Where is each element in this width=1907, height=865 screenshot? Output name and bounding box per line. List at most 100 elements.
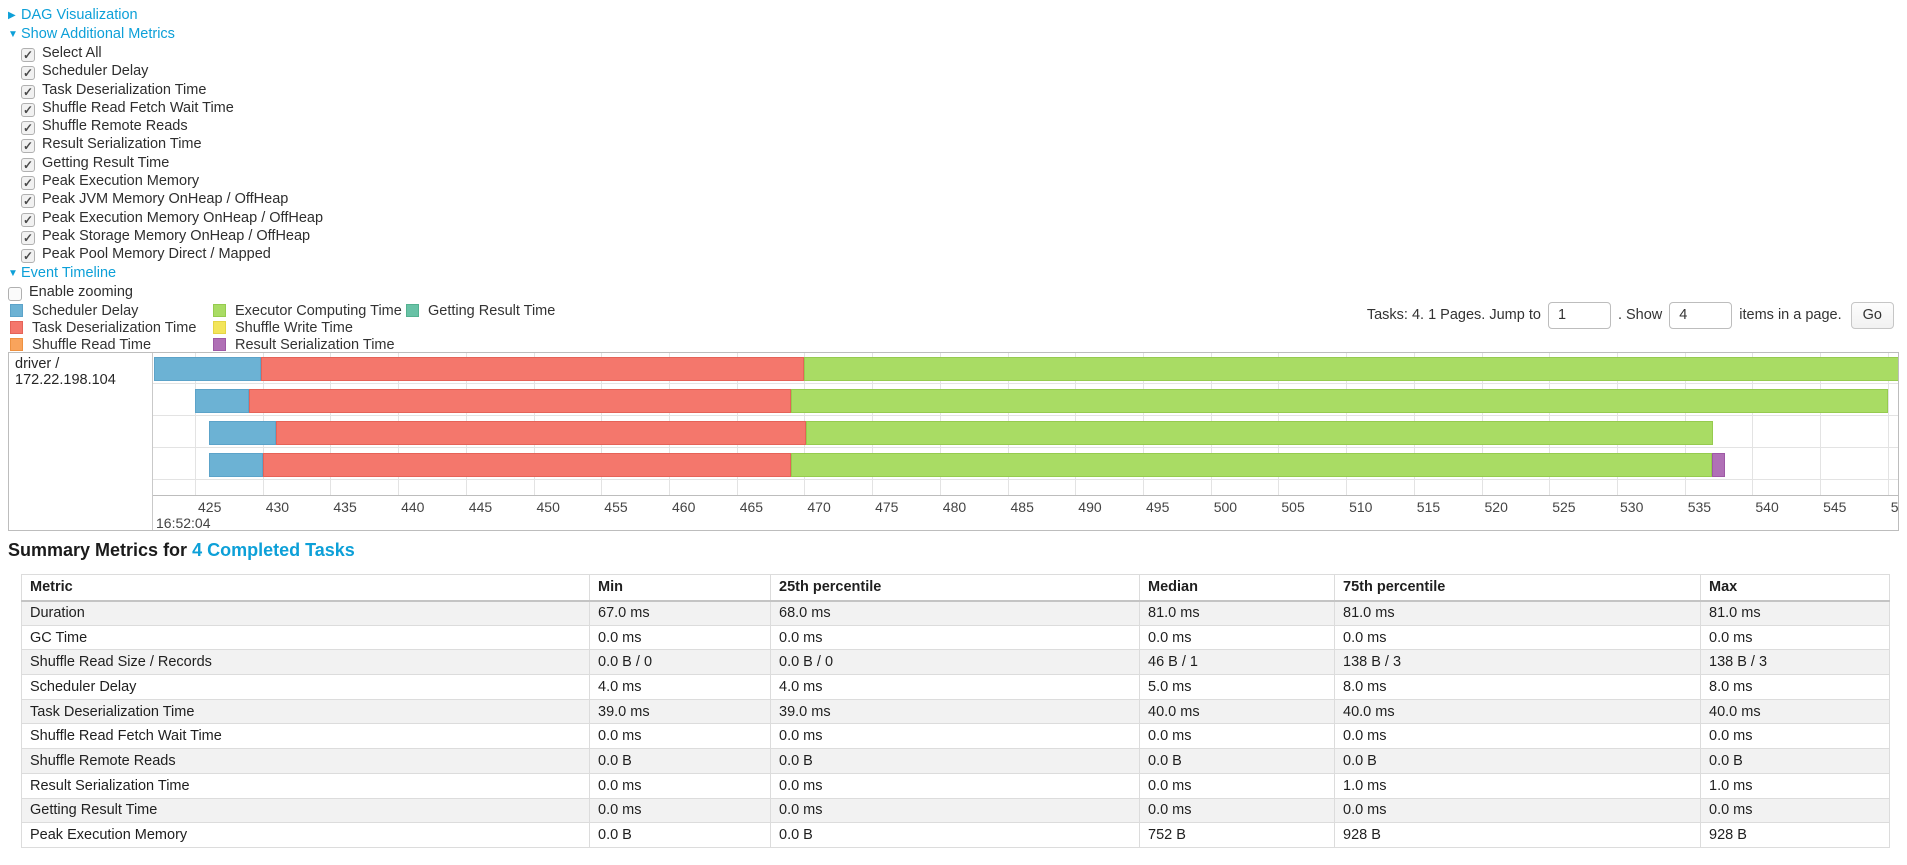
- metric-checkbox-item: ✓ Task Deserialization Time: [21, 81, 323, 99]
- metric-checkbox[interactable]: ✓: [21, 194, 35, 209]
- metric-name-cell: Shuffle Read Size / Records: [21, 649, 590, 676]
- executor_computing-bar-segment[interactable]: [805, 421, 1714, 445]
- scheduler_delay-bar-segment[interactable]: [208, 453, 263, 477]
- axis-tick-label: 490: [1078, 499, 1102, 515]
- toggle-additional-metrics[interactable]: ▼ Show Additional Metrics: [8, 25, 323, 44]
- axis-tick-label: 480: [942, 499, 967, 515]
- event-timeline-chart: driver / 172.22.198.104 16:52:04 425 430 4…: [8, 352, 1899, 531]
- metric-value-cell: 0.0 ms: [770, 772, 1140, 799]
- metric-value-cell: 68.0 ms: [770, 600, 1140, 626]
- metric-checkbox-item: ✓ Shuffle Remote Reads: [21, 117, 323, 136]
- axis-tick-label: 530: [1620, 499, 1644, 515]
- executor_computing-bar-segment[interactable]: [790, 389, 1888, 413]
- row-separator-line: [153, 447, 1898, 448]
- legend-item-label: Result Serialization Time: [235, 337, 395, 353]
- go-button[interactable]: Go: [1850, 301, 1894, 329]
- task_deserialization-bar-segment[interactable]: [261, 357, 805, 381]
- axis-tick-label: 435: [333, 499, 357, 515]
- metric-checkbox[interactable]: ✓: [21, 139, 35, 154]
- axis-gridline: [1752, 353, 1754, 495]
- metric-value-cell: 0.0 ms: [1139, 797, 1335, 824]
- shuffle_write-swatch-icon: [213, 321, 226, 334]
- metric-value-cell: 0.0 B: [589, 748, 771, 774]
- metric-checkbox-item: ✓ Result Serialization Time: [21, 135, 323, 154]
- enable-zooming-row: ✓ Enable zooming: [8, 283, 323, 301]
- result_serialization-swatch-icon: [213, 338, 226, 351]
- metric-checkbox-item: ✓ Peak Pool Memory Direct / Mapped: [21, 245, 323, 264]
- legend-item: Executor Computing Time: [213, 303, 402, 320]
- summary-metrics-table: Metric Min 25th percentile Median 75th perce…: [21, 574, 1890, 848]
- axis-tick-label: 425: [198, 499, 222, 515]
- axis-tick-label: 495: [1146, 499, 1170, 515]
- metric-checkbox[interactable]: ✓: [21, 176, 35, 191]
- metric-checkbox[interactable]: ✓: [21, 102, 35, 117]
- metric-value-cell: 0.0 ms: [770, 797, 1140, 824]
- axis-tick-label: 445: [468, 499, 493, 515]
- metric-value-cell: 39.0 ms: [770, 698, 1140, 725]
- result_serialization-bar-segment[interactable]: [1711, 453, 1726, 477]
- summary-col-header: 75th percentile: [1334, 574, 1701, 602]
- items-per-page-input[interactable]: [1669, 301, 1733, 329]
- getting_result-swatch-icon: [406, 304, 419, 317]
- metric-checkbox-label: Task Deserialization Time: [42, 81, 207, 98]
- jump-to-page-input[interactable]: [1547, 301, 1611, 329]
- metric-value-cell: 8.0 ms: [1700, 674, 1890, 700]
- task_deserialization-bar-segment[interactable]: [249, 389, 791, 413]
- scheduler_delay-bar-segment[interactable]: [154, 357, 262, 381]
- metric-value-cell: 0.0 ms: [770, 723, 1140, 750]
- executor_computing-swatch-icon: [213, 304, 226, 317]
- scheduler_delay-bar-segment[interactable]: [195, 389, 250, 413]
- metric-value-cell: 39.0 ms: [589, 698, 771, 725]
- metric-checkbox-label: Peak Execution Memory OnHeap / OffHeap: [42, 209, 324, 226]
- metric-checkbox-item: ✓ Shuffle Read Fetch Wait Time: [21, 99, 323, 117]
- metric-name-cell: Shuffle Read Fetch Wait Time: [21, 723, 590, 750]
- metric-value-cell: 4.0 ms: [770, 674, 1140, 700]
- toggle-dag-visualization[interactable]: ▶ DAG Visualization: [8, 6, 323, 25]
- summary-table-header: Metric Min 25th percentile Median 75th perce…: [21, 574, 1890, 602]
- metric-checkbox[interactable]: ✓: [21, 48, 35, 62]
- table-row: Shuffle Read Fetch Wait Time 0.0 ms 0.0 ms…: [21, 723, 1890, 750]
- metric-checkbox-item: ✓ Getting Result Time: [21, 154, 323, 172]
- metric-name-cell: Getting Result Time: [21, 797, 590, 824]
- metric-value-cell: 81.0 ms: [1139, 600, 1335, 626]
- executor_computing-bar-segment[interactable]: [790, 453, 1712, 477]
- collapse-arrow-down-icon: ▼: [8, 267, 18, 279]
- metric-checkbox[interactable]: ✓: [21, 249, 35, 264]
- metric-checkbox[interactable]: ✓: [21, 212, 35, 227]
- metric-checkbox[interactable]: ✓: [21, 84, 35, 99]
- metric-value-cell: 0.0 ms: [589, 797, 771, 824]
- metric-checkbox[interactable]: ✓: [21, 121, 35, 136]
- axis-tick-label: 545: [1823, 499, 1847, 515]
- table-row: Task Deserialization Time 39.0 ms 39.0 ms 4…: [21, 698, 1890, 725]
- metric-value-cell: 0.0 B: [1139, 748, 1335, 774]
- toggle-event-timeline[interactable]: ▼ Event Timeline: [8, 264, 323, 283]
- row-separator-line: [153, 383, 1898, 384]
- metric-checkbox-item: ✓ Peak JVM Memory OnHeap / OffHeap: [21, 190, 323, 209]
- legend-item: Shuffle Read Time: [10, 337, 205, 354]
- legend-column: Scheduler Delay Task Deserialization Time…: [10, 303, 205, 354]
- metric-value-cell: 0.0 ms: [1700, 797, 1890, 824]
- metric-checkbox[interactable]: ✓: [21, 157, 35, 172]
- metric-value-cell: 0.0 ms: [1334, 797, 1701, 824]
- metric-checkbox[interactable]: ✓: [21, 66, 35, 81]
- metric-name-cell: Task Deserialization Time: [21, 698, 590, 725]
- metrics-checkbox-list: ✓ Select All ✓ Scheduler Delay ✓ Task Deseria…: [21, 44, 323, 264]
- legend-item-label: Getting Result Time: [428, 303, 556, 319]
- row-separator-line: [153, 479, 1898, 480]
- metric-value-cell: 0.0 B / 0: [770, 649, 1140, 676]
- axis-tick-label: 455: [604, 499, 628, 515]
- legend-item: Scheduler Delay: [10, 303, 205, 320]
- completed-tasks-link[interactable]: 4 Completed Tasks: [192, 540, 355, 560]
- metric-value-cell: 0.0 B: [1700, 748, 1890, 774]
- toggle-dag-label: DAG Visualization: [21, 7, 138, 23]
- task_deserialization-bar-segment[interactable]: [276, 421, 806, 445]
- metric-value-cell: 40.0 ms: [1334, 698, 1701, 725]
- scheduler_delay-bar-segment[interactable]: [208, 421, 277, 445]
- metric-checkbox[interactable]: ✓: [21, 230, 35, 245]
- metric-value-cell: 5.0 ms: [1139, 674, 1335, 700]
- executor_computing-bar-segment[interactable]: [804, 357, 1898, 381]
- metric-value-cell: 0.0 B: [770, 822, 1140, 848]
- metric-name-cell: Duration: [21, 600, 590, 626]
- task_deserialization-bar-segment[interactable]: [262, 453, 791, 477]
- enable-zooming-checkbox[interactable]: ✓: [8, 286, 22, 301]
